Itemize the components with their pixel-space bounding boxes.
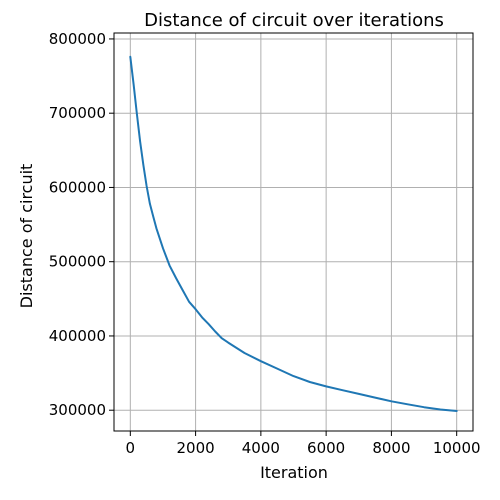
x-tick-label: 10000 — [433, 439, 481, 457]
chart-title: Distance of circuit over iterations — [144, 10, 444, 31]
x-tick-label: 8000 — [372, 439, 410, 457]
grid-lines — [114, 33, 473, 431]
x-tick-label: 0 — [126, 439, 136, 457]
y-tick-label: 400000 — [49, 327, 106, 345]
x-tick-label: 6000 — [307, 439, 345, 457]
x-tick-label: 2000 — [176, 439, 214, 457]
x-tick-label: 4000 — [242, 439, 280, 457]
y-tick-label: 700000 — [49, 104, 106, 122]
y-tick-label: 300000 — [49, 401, 106, 419]
y-tick-label: 600000 — [49, 178, 106, 196]
x-axis-label: Iteration — [260, 463, 328, 482]
y-tick-label: 500000 — [49, 253, 106, 271]
y-axis-label: Distance of circuit — [17, 164, 36, 309]
axes — [113, 32, 474, 432]
series-line — [129, 55, 458, 412]
series-layer — [129, 55, 458, 412]
plot-frame — [113, 32, 474, 432]
ticks: 0 2000 4000 6000 8000 10000 300000 400000 500000… — [49, 30, 481, 457]
y-tick-label: 800000 — [49, 30, 106, 48]
